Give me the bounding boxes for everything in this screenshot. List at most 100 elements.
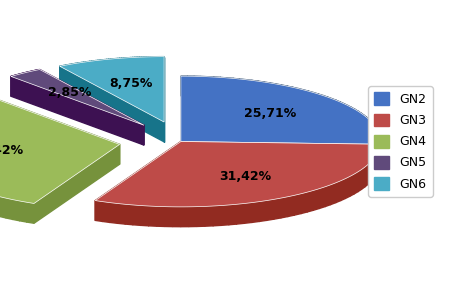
Polygon shape — [64, 65, 66, 85]
Polygon shape — [24, 73, 25, 93]
Polygon shape — [205, 206, 213, 226]
Polygon shape — [105, 59, 107, 80]
Polygon shape — [367, 162, 370, 185]
Polygon shape — [376, 127, 377, 149]
Polygon shape — [86, 62, 88, 82]
Polygon shape — [239, 79, 246, 99]
Polygon shape — [66, 65, 68, 85]
Polygon shape — [39, 70, 40, 89]
Polygon shape — [103, 202, 110, 222]
Polygon shape — [351, 107, 355, 129]
Polygon shape — [194, 76, 200, 96]
Polygon shape — [36, 70, 37, 90]
Polygon shape — [34, 144, 119, 223]
Polygon shape — [28, 72, 29, 92]
Polygon shape — [118, 203, 125, 224]
Polygon shape — [220, 77, 227, 98]
Polygon shape — [90, 61, 92, 81]
Polygon shape — [13, 76, 14, 96]
Polygon shape — [18, 74, 19, 94]
Polygon shape — [6, 198, 13, 219]
Polygon shape — [274, 198, 281, 219]
Polygon shape — [325, 185, 330, 207]
Polygon shape — [373, 123, 375, 145]
Polygon shape — [88, 61, 90, 82]
Polygon shape — [301, 192, 307, 214]
Polygon shape — [73, 63, 76, 83]
Polygon shape — [181, 76, 188, 96]
Polygon shape — [228, 204, 237, 225]
Polygon shape — [307, 190, 313, 212]
Polygon shape — [129, 57, 131, 78]
Polygon shape — [246, 80, 252, 100]
Polygon shape — [308, 91, 313, 112]
Polygon shape — [375, 155, 377, 177]
Polygon shape — [375, 125, 376, 147]
Polygon shape — [27, 202, 34, 223]
Text: 31,42%: 31,42% — [0, 144, 23, 156]
Polygon shape — [37, 70, 38, 90]
Polygon shape — [354, 172, 358, 194]
Polygon shape — [330, 183, 336, 205]
Polygon shape — [25, 72, 26, 93]
Polygon shape — [94, 61, 96, 81]
Polygon shape — [38, 70, 39, 90]
Polygon shape — [35, 70, 36, 90]
Polygon shape — [380, 144, 381, 167]
Polygon shape — [214, 77, 220, 97]
Polygon shape — [267, 200, 274, 220]
Polygon shape — [115, 59, 118, 78]
Polygon shape — [377, 152, 378, 175]
Text: 31,42%: 31,42% — [219, 170, 271, 183]
Polygon shape — [15, 75, 16, 95]
Polygon shape — [60, 66, 164, 142]
Polygon shape — [71, 64, 73, 84]
Polygon shape — [281, 85, 287, 106]
Polygon shape — [165, 207, 173, 227]
Polygon shape — [332, 99, 336, 120]
Polygon shape — [133, 205, 141, 225]
Polygon shape — [149, 57, 151, 77]
Polygon shape — [62, 65, 64, 86]
Polygon shape — [252, 202, 259, 222]
Polygon shape — [100, 60, 102, 80]
Polygon shape — [162, 57, 164, 76]
Polygon shape — [0, 96, 119, 203]
Polygon shape — [68, 65, 69, 85]
Polygon shape — [319, 187, 325, 209]
Polygon shape — [293, 87, 298, 108]
Polygon shape — [221, 205, 228, 225]
Polygon shape — [213, 205, 221, 226]
Polygon shape — [348, 106, 351, 127]
Polygon shape — [373, 157, 375, 180]
Polygon shape — [197, 206, 205, 226]
Polygon shape — [96, 60, 98, 80]
Polygon shape — [358, 111, 361, 133]
Polygon shape — [34, 70, 35, 91]
Polygon shape — [358, 170, 361, 192]
Polygon shape — [181, 76, 381, 144]
Polygon shape — [173, 207, 181, 227]
Polygon shape — [79, 63, 81, 83]
Polygon shape — [30, 71, 31, 91]
Polygon shape — [20, 201, 27, 222]
Polygon shape — [12, 76, 13, 96]
Legend: GN2, GN3, GN4, GN5, GN6: GN2, GN3, GN4, GN5, GN6 — [368, 86, 433, 197]
Polygon shape — [133, 57, 135, 77]
Polygon shape — [95, 142, 181, 220]
Polygon shape — [323, 95, 327, 117]
Polygon shape — [0, 197, 6, 218]
Polygon shape — [313, 189, 319, 210]
Polygon shape — [379, 147, 380, 169]
Polygon shape — [122, 58, 124, 78]
Polygon shape — [318, 94, 323, 115]
Polygon shape — [157, 206, 165, 226]
Polygon shape — [159, 57, 162, 76]
Polygon shape — [361, 113, 364, 135]
Polygon shape — [303, 90, 308, 111]
Polygon shape — [344, 104, 348, 125]
Polygon shape — [365, 165, 367, 187]
Polygon shape — [371, 121, 373, 143]
Polygon shape — [259, 201, 267, 222]
Polygon shape — [92, 61, 94, 81]
